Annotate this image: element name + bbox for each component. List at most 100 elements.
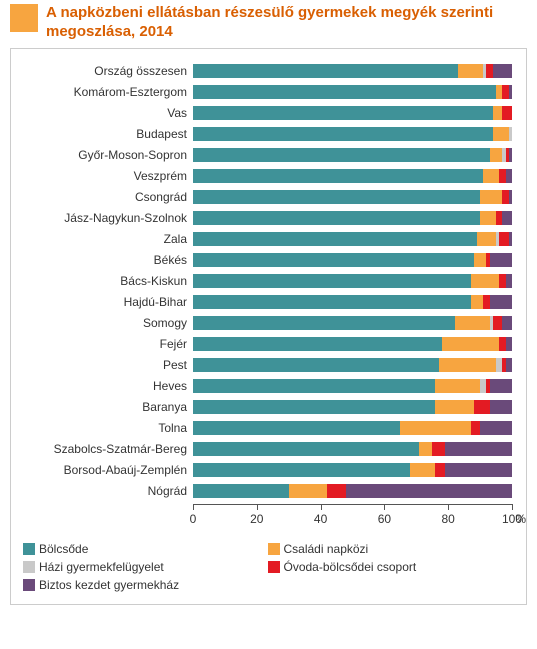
plot-area: Ország összesenKomárom-EsztergomVasBudap…	[23, 61, 512, 502]
bar-segment	[193, 379, 435, 393]
bar-track	[193, 148, 512, 162]
bar-segment	[432, 442, 445, 456]
legend-swatch	[268, 561, 280, 573]
row-label: Békés	[23, 253, 193, 267]
chart-title-block: A napközbeni ellátásban részesülő gyerme…	[10, 4, 527, 42]
table-row: Hajdú-Bihar	[23, 292, 512, 313]
x-tick	[321, 504, 322, 510]
bar-segment	[193, 106, 493, 120]
legend-swatch	[268, 543, 280, 555]
row-label: Ország összesen	[23, 64, 193, 78]
chart-container: Ország összesenKomárom-EsztergomVasBudap…	[10, 48, 527, 605]
row-label: Vas	[23, 106, 193, 120]
legend-item: Bölcsőde	[23, 540, 268, 558]
bar-segment	[490, 295, 512, 309]
bar-track	[193, 442, 512, 456]
legend-label: Bölcsőde	[39, 542, 88, 556]
legend-item: Óvoda-bölcsődei csoport	[268, 558, 513, 576]
bar-segment	[400, 421, 470, 435]
x-tick	[193, 504, 194, 510]
bar-segment	[193, 253, 474, 267]
table-row: Fejér	[23, 334, 512, 355]
chart-title: A napközbeni ellátásban részesülő gyerme…	[46, 4, 527, 42]
bar-track	[193, 169, 512, 183]
bar-segment	[193, 421, 400, 435]
table-row: Bács-Kiskun	[23, 271, 512, 292]
bar-segment	[493, 316, 503, 330]
bar-segment	[346, 484, 512, 498]
bar-track	[193, 316, 512, 330]
table-row: Ország összesen	[23, 61, 512, 82]
legend-item: Biztos kezdet gyermekház	[23, 576, 268, 594]
bar-segment	[193, 232, 477, 246]
row-label: Fejér	[23, 337, 193, 351]
bar-track	[193, 400, 512, 414]
row-label: Tolna	[23, 421, 193, 435]
x-tick	[512, 504, 513, 510]
table-row: Baranya	[23, 397, 512, 418]
bar-track	[193, 379, 512, 393]
bar-track	[193, 127, 512, 141]
bar-segment	[493, 127, 509, 141]
bar-segment	[509, 85, 512, 99]
row-label: Heves	[23, 379, 193, 393]
bar-segment	[435, 400, 473, 414]
row-label: Komárom-Esztergom	[23, 85, 193, 99]
x-tick-label: 40	[314, 512, 327, 526]
table-row: Komárom-Esztergom	[23, 82, 512, 103]
bar-segment	[493, 64, 512, 78]
legend-swatch	[23, 561, 35, 573]
bar-segment	[471, 421, 481, 435]
bar-segment	[502, 316, 512, 330]
legend-swatch	[23, 579, 35, 591]
row-label: Somogy	[23, 316, 193, 330]
x-tick-label: 80	[442, 512, 455, 526]
bar-segment	[435, 379, 480, 393]
bar-segment	[193, 148, 490, 162]
bar-segment	[193, 442, 419, 456]
row-label: Borsod-Abaúj-Zemplén	[23, 463, 193, 477]
bar-track	[193, 421, 512, 435]
bar-segment	[483, 169, 499, 183]
legend-item: Családi napközi	[268, 540, 513, 558]
bar-segment	[445, 442, 512, 456]
bar-segment	[506, 169, 512, 183]
bar-segment	[193, 316, 455, 330]
bar-track	[193, 64, 512, 78]
bar-track	[193, 484, 512, 498]
bar-segment	[445, 463, 512, 477]
bar-segment	[193, 358, 439, 372]
bar-segment	[439, 358, 496, 372]
x-axis: 020406080100%	[193, 504, 512, 528]
bar-segment	[193, 274, 471, 288]
bar-track	[193, 358, 512, 372]
bar-segment	[458, 64, 484, 78]
legend-label: Házi gyermekfelügyelet	[39, 560, 164, 574]
bar-segment	[193, 64, 458, 78]
bar-track	[193, 274, 512, 288]
table-row: Borsod-Abaúj-Zemplén	[23, 460, 512, 481]
title-square-icon	[10, 4, 38, 32]
bar-segment	[193, 169, 483, 183]
bar-segment	[327, 484, 346, 498]
table-row: Nógrád	[23, 481, 512, 502]
bar-track	[193, 232, 512, 246]
legend-item: Házi gyermekfelügyelet	[23, 558, 268, 576]
bar-segment	[490, 400, 512, 414]
legend-swatch	[23, 543, 35, 555]
bar-segment	[419, 442, 432, 456]
bar-segment	[506, 358, 512, 372]
bar-segment	[480, 211, 496, 225]
x-tick-label: 20	[250, 512, 263, 526]
bar-segment	[474, 400, 490, 414]
bar-segment	[455, 316, 490, 330]
bar-segment	[193, 211, 480, 225]
bar-segment	[442, 337, 499, 351]
table-row: Győr-Moson-Sopron	[23, 145, 512, 166]
bar-segment	[193, 295, 471, 309]
table-row: Somogy	[23, 313, 512, 334]
row-label: Pest	[23, 358, 193, 372]
bar-segment	[502, 106, 512, 120]
x-axis-unit: %	[515, 512, 526, 526]
row-label: Bács-Kiskun	[23, 274, 193, 288]
